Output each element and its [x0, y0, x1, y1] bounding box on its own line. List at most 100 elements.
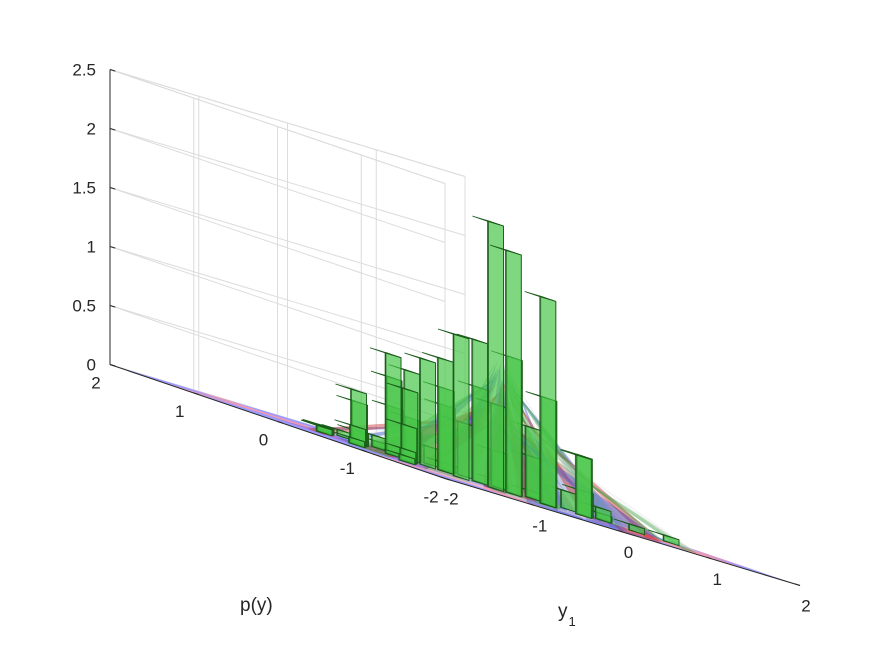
bar-face-top	[337, 424, 369, 435]
surface-facet	[502, 428, 584, 520]
bar-face-side	[437, 356, 454, 475]
bar-face-top	[490, 244, 522, 256]
bar-face-top	[545, 484, 577, 495]
bar-face-top	[491, 350, 523, 362]
surface-facet	[420, 427, 502, 479]
surface-facet	[507, 381, 628, 532]
surface-facet	[507, 406, 663, 543]
y-tick-1	[361, 449, 367, 453]
bar-face-top	[335, 383, 367, 395]
surface-facet	[503, 381, 537, 503]
surface-facet	[341, 403, 497, 443]
x-tick-label: -2	[443, 490, 458, 509]
grid-line-z-left-1	[109, 305, 446, 420]
bar-face-top	[647, 529, 680, 541]
y-tick-0	[444, 478, 451, 481]
histogram-bar	[333, 431, 365, 449]
surface-facet	[506, 364, 561, 510]
surface-facet	[506, 369, 567, 510]
bar-face-side	[472, 338, 489, 487]
bar-face-top	[525, 391, 557, 402]
z-tick-label: 1.5	[72, 179, 96, 198]
bar-face-top	[383, 448, 415, 460]
histogram-bar	[369, 347, 402, 459]
x-axis-label-subscript: 1	[569, 614, 576, 629]
bar-face-top	[511, 484, 544, 496]
density-surface	[307, 360, 698, 554]
bar-face-top	[437, 328, 470, 340]
bar-face-top	[385, 418, 417, 430]
histogram-bar	[510, 449, 543, 502]
surface-facet	[427, 392, 499, 481]
surface-facet	[437, 367, 499, 480]
bar-face-top	[369, 347, 402, 359]
bar-face-top	[371, 399, 404, 411]
bar-face-top	[426, 456, 458, 468]
box-top-left	[109, 69, 446, 184]
grid-line-z-right-3	[109, 187, 466, 295]
surface-facet	[504, 394, 591, 521]
surface-facet	[505, 417, 581, 513]
x-tick-label: 1	[713, 570, 722, 589]
bar-face-top	[560, 449, 592, 460]
bar-face-side	[575, 453, 592, 520]
y-tick-2	[277, 421, 283, 424]
x-tick-3	[706, 556, 712, 560]
bar-face-top	[370, 370, 403, 382]
histogram-bar	[561, 449, 593, 519]
histogram-bar	[437, 328, 470, 482]
bar-face-top	[356, 429, 388, 440]
z-tick-3	[109, 187, 116, 190]
histogram-bar	[386, 382, 419, 465]
x-tick-label: 2	[801, 597, 810, 616]
surface-facet	[507, 381, 621, 528]
histogram-bar	[383, 448, 416, 466]
surface-facet	[413, 392, 500, 470]
surface-facet	[508, 418, 666, 543]
bar-face-top	[422, 352, 454, 363]
surface-facet	[504, 369, 562, 511]
y-tick-label: 0	[259, 431, 268, 450]
bar-face-top	[472, 215, 504, 227]
bar-face-top	[389, 411, 421, 422]
y-tick-3	[193, 392, 200, 396]
bar-face-top	[423, 381, 455, 392]
surface-facet	[507, 386, 596, 520]
z-tick-label: 1	[87, 238, 96, 257]
histogram-bar	[370, 370, 403, 459]
bar-face-top	[441, 415, 474, 427]
bar-face-top	[562, 484, 594, 495]
histogram-bar	[580, 506, 613, 524]
histogram-bar	[300, 419, 333, 437]
x-tick-2	[617, 529, 623, 533]
z-tick-1	[109, 305, 116, 308]
bar-face-top	[300, 419, 333, 431]
bar-face-top	[336, 395, 368, 406]
x-tick-1	[528, 503, 534, 506]
y-tick-label: 2	[91, 374, 100, 393]
y-tick-label: -2	[423, 488, 438, 507]
x-axis-label: y1	[558, 601, 576, 629]
bar-face-side	[453, 333, 470, 482]
histogram-bar	[357, 434, 389, 452]
histogram-bar	[509, 420, 542, 503]
bar-face-top	[357, 434, 389, 446]
bar-face-top	[456, 333, 488, 345]
surface-facet	[435, 379, 497, 470]
x-tick-4	[794, 583, 801, 586]
x-tick-0	[439, 476, 446, 479]
grid-line-z-left-4	[109, 128, 446, 243]
bar-face-top	[321, 424, 353, 435]
surface-facet	[505, 419, 662, 544]
histogram-bar	[472, 215, 504, 493]
surface-facet	[507, 429, 698, 554]
z-tick-2	[109, 246, 116, 249]
bar-face-top	[424, 398, 456, 410]
bar-face-top	[579, 501, 612, 512]
bar-face-top	[580, 506, 613, 518]
box-top-back	[109, 69, 466, 177]
bar-face-top	[334, 419, 366, 430]
bar-face-top	[384, 442, 416, 453]
